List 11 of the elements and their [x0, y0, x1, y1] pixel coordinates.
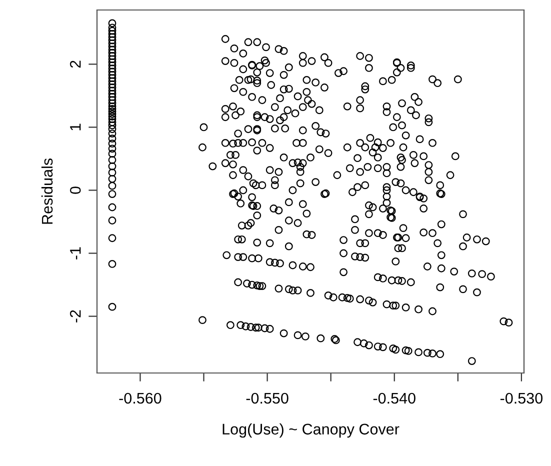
x-tick-label: -0.540: [373, 392, 416, 404]
y-axis-title: Residuals: [41, 158, 53, 224]
y-tick-label: 1: [70, 124, 81, 130]
x-tick-label: -0.530: [500, 392, 543, 404]
y-tick-label: 2: [70, 60, 81, 68]
y-tick-label: -1: [70, 247, 81, 260]
x-axis-title: Log(Use) ~ Canopy Cover: [222, 423, 400, 438]
x-tick-label: -0.550: [246, 392, 288, 404]
y-tick-label: 0: [70, 186, 81, 194]
y-tick-label: -2: [70, 310, 81, 322]
x-tick-label: -0.560: [119, 392, 162, 404]
